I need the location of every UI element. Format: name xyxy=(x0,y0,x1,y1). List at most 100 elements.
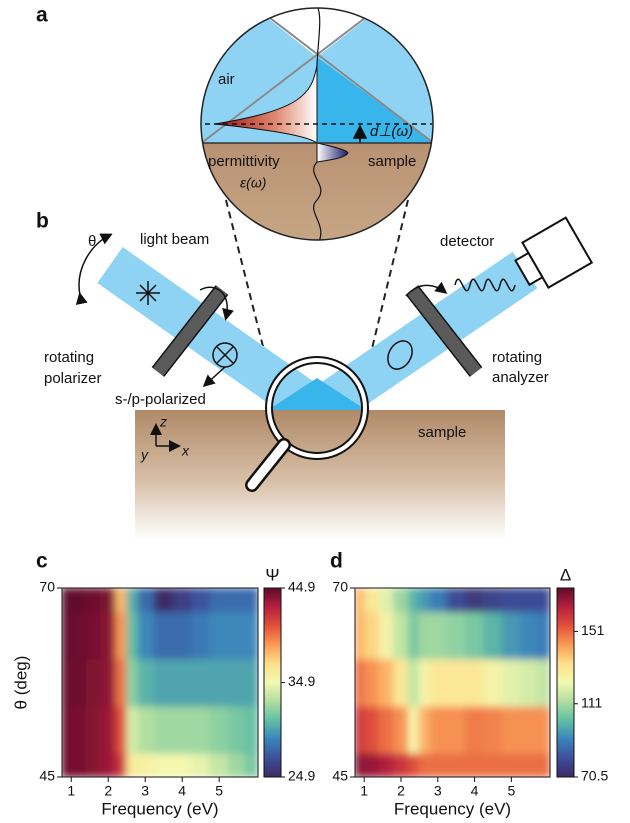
heatmap-cell xyxy=(245,706,259,754)
heatmap-cell xyxy=(172,658,191,706)
polarization-label: s-/p-polarized xyxy=(115,391,206,408)
heatmap-cell xyxy=(537,588,551,613)
sample-label: sample xyxy=(368,153,416,170)
panel-label: a xyxy=(36,4,48,27)
heatmap-cell xyxy=(86,588,102,613)
heatmap-cell xyxy=(483,658,502,706)
heatmap-cell xyxy=(446,588,465,613)
heatmap-cell xyxy=(364,658,380,706)
heatmap-cell xyxy=(62,588,72,613)
heatmap-cell xyxy=(126,658,138,706)
x-tick-label: 2 xyxy=(397,783,405,799)
heatmap-cell xyxy=(191,611,210,659)
heatmap-cell xyxy=(364,753,380,778)
polarizer-label: polarizer xyxy=(44,370,102,387)
heatmap-cell xyxy=(378,588,394,613)
heatmap-cell xyxy=(446,658,465,706)
heatmap-cell xyxy=(465,658,484,706)
y-tick-label: 45 xyxy=(39,768,55,784)
y-tick-label: 70 xyxy=(332,579,348,595)
y-tick-label: 45 xyxy=(332,768,348,784)
heatmap-cell xyxy=(172,611,191,659)
heatmap-cell xyxy=(137,611,155,659)
heatmap-cell xyxy=(465,753,484,778)
heatmap-cell xyxy=(430,658,448,706)
heatmap-cell xyxy=(408,611,420,659)
sample-label: sample xyxy=(418,424,466,441)
heatmap-cell xyxy=(154,588,173,613)
heatmap-cell xyxy=(419,753,431,778)
heatmap-cell xyxy=(502,611,521,659)
heatmap-cell xyxy=(245,588,259,613)
heatmap-cell xyxy=(86,753,102,778)
heatmap-cell xyxy=(62,611,72,659)
detector-label: detector xyxy=(440,233,494,250)
heatmap-cell xyxy=(71,753,87,778)
heatmap-cell xyxy=(502,588,521,613)
heatmap-cell xyxy=(419,588,431,613)
theta-label: θ xyxy=(88,233,96,250)
x-axis-label: Frequency (eV) xyxy=(101,799,218,818)
heatmap-cell xyxy=(154,658,173,706)
heatmap-cell xyxy=(228,706,246,754)
heatmap-cell xyxy=(393,588,409,613)
heatmap-cell xyxy=(465,611,484,659)
heatmap-cell xyxy=(520,611,538,659)
heatmap-cell xyxy=(137,753,155,778)
heatmap-cell xyxy=(137,706,155,754)
heatmap-cell xyxy=(137,588,155,613)
heatmap-cell xyxy=(408,588,420,613)
heatmap-cell xyxy=(191,658,210,706)
heatmap-cell xyxy=(115,753,127,778)
heatmap-cell xyxy=(62,706,72,754)
heatmap-cell xyxy=(465,706,484,754)
heatmap-cell xyxy=(446,611,465,659)
heatmap-cell xyxy=(100,588,116,613)
heatmap-cells xyxy=(355,588,551,778)
heatmap-cell xyxy=(378,706,394,754)
x-tick-label: 1 xyxy=(67,783,75,799)
heatmap-cell xyxy=(537,753,551,778)
colorbar-tick-label: 70.5 xyxy=(581,768,608,784)
distance-label: d⊥(ω) xyxy=(370,123,413,140)
heatmap-cell xyxy=(209,706,228,754)
heatmap-cell xyxy=(86,706,102,754)
colorbar-tick-label: 44.9 xyxy=(288,579,315,595)
heatmap-cell xyxy=(115,588,127,613)
heatmap-cell xyxy=(355,753,365,778)
heatmap-cell xyxy=(100,658,116,706)
heatmap xyxy=(62,588,259,778)
heatmap-cell xyxy=(419,611,431,659)
heatmap-cell xyxy=(62,753,72,778)
heatmap-cell xyxy=(483,588,502,613)
heatmap-cell xyxy=(71,706,87,754)
heatmap-cell xyxy=(126,611,138,659)
heatmap-cell xyxy=(209,753,228,778)
heatmap-cell xyxy=(209,611,228,659)
heatmap xyxy=(355,588,551,778)
colorbar-tick-label: 151 xyxy=(581,622,605,638)
heatmap-cell xyxy=(537,611,551,659)
colorbar xyxy=(264,588,281,777)
analyzer-label: rotating xyxy=(492,349,542,366)
heatmap-cell xyxy=(364,588,380,613)
heatmap-cell xyxy=(228,658,246,706)
colorbar xyxy=(557,588,574,777)
y-axis-label: θ (deg) xyxy=(11,656,30,710)
heatmap-cell xyxy=(502,658,521,706)
heatmap-cell xyxy=(100,753,116,778)
air-label: air xyxy=(218,71,235,88)
heatmap-cell xyxy=(126,706,138,754)
heatmap-cell xyxy=(209,588,228,613)
heatmap-cell xyxy=(154,611,173,659)
heatmap-cell xyxy=(71,658,87,706)
heatmap-cell xyxy=(126,753,138,778)
x-tick-label: 4 xyxy=(471,783,479,799)
heatmap-cell xyxy=(393,753,409,778)
colorbar-tick-label: 34.9 xyxy=(288,673,315,689)
light-beam-label: light beam xyxy=(140,231,209,248)
x-tick-label: 2 xyxy=(104,783,112,799)
x-tick-label: 3 xyxy=(141,783,149,799)
heatmap-cell xyxy=(408,658,420,706)
heatmap-cell xyxy=(154,753,173,778)
